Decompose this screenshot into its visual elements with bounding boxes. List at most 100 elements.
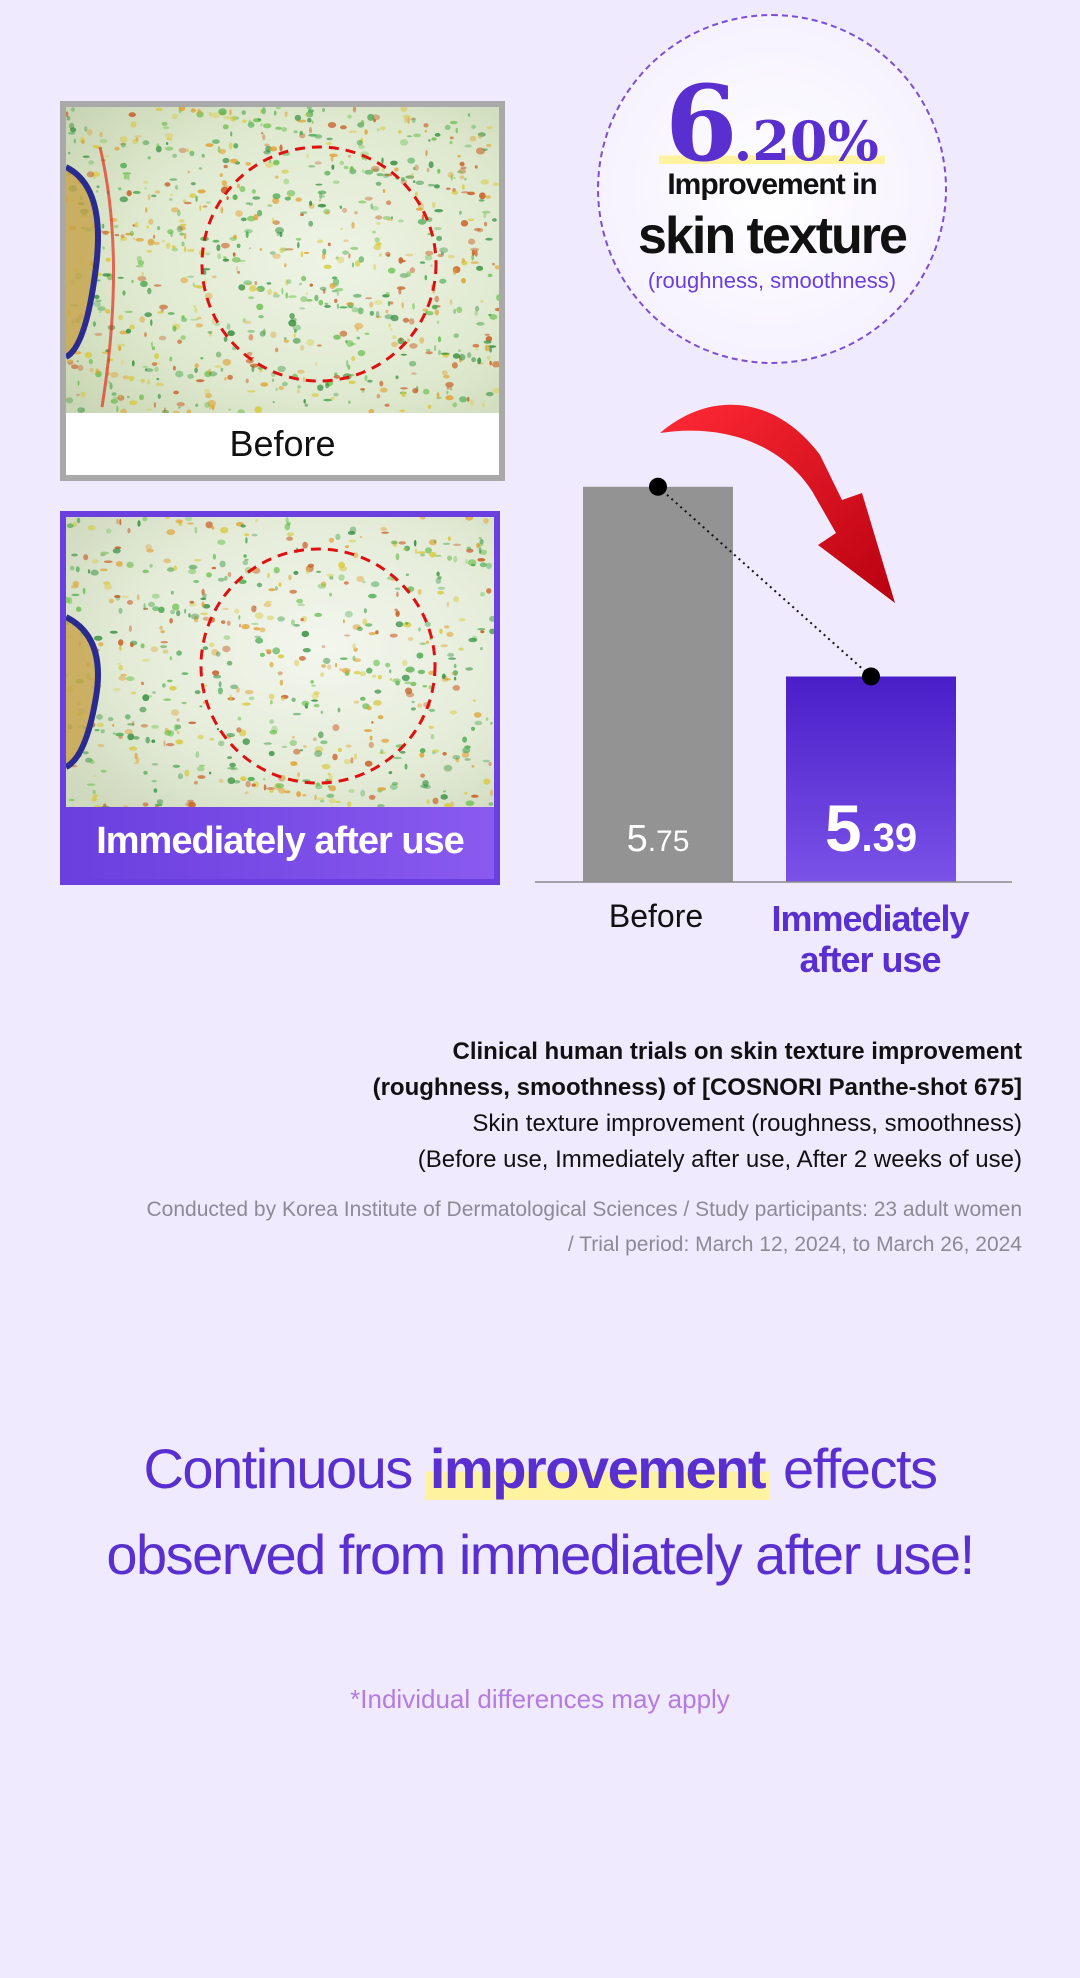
skin-speckle: [159, 304, 168, 310]
skin-speckle: [352, 107, 357, 113]
skin-speckle: [376, 173, 384, 177]
skin-speckle: [205, 393, 213, 399]
skin-speckle: [69, 565, 75, 571]
skin-speckle: [92, 789, 96, 795]
skin-speckle: [214, 322, 220, 326]
skin-speckle: [444, 802, 452, 807]
skin-speckle: [294, 114, 302, 122]
skin-speckle: [218, 740, 225, 747]
skin-speckle: [105, 257, 111, 262]
skin-speckle: [331, 276, 338, 280]
skin-speckle: [401, 259, 406, 263]
skin-speckle: [426, 167, 430, 173]
skin-speckle: [253, 214, 259, 221]
skin-speckle: [189, 193, 197, 199]
skin-speckle: [440, 794, 448, 800]
skin-speckle: [188, 568, 197, 575]
skin-speckle: [255, 519, 258, 523]
skin-speckle: [77, 364, 84, 371]
skin-speckle: [284, 111, 288, 117]
skin-speckle: [299, 749, 304, 752]
skin-speckle: [281, 169, 289, 174]
skin-speckle: [167, 312, 175, 315]
skin-speckle: [390, 216, 393, 220]
skin-speckle: [151, 724, 159, 729]
skin-speckle: [414, 548, 418, 555]
skin-speckle: [218, 108, 227, 116]
skin-speckle: [163, 740, 166, 747]
skin-speckle: [200, 597, 207, 601]
skin-speckle: [384, 314, 394, 320]
skin-speckle: [480, 179, 490, 185]
skin-speckle: [272, 647, 281, 655]
skin-speckle: [227, 756, 233, 759]
skin-speckle: [368, 593, 377, 599]
skin-speckle: [353, 671, 361, 675]
skin-speckle: [99, 131, 103, 138]
skin-speckle: [327, 785, 331, 788]
skin-speckle: [164, 727, 169, 733]
skin-speckle: [335, 533, 341, 540]
skin-speckle: [378, 751, 387, 755]
skin-speckle: [461, 184, 465, 190]
skin-speckle: [437, 168, 441, 174]
skin-speckle: [465, 558, 468, 564]
skin-speckle: [404, 763, 408, 770]
skin-speckle: [148, 601, 155, 608]
skin-speckle: [140, 378, 145, 383]
skin-speckle: [320, 672, 324, 678]
skin-speckle: [137, 276, 147, 282]
skin-speckle: [419, 748, 426, 754]
skin-speckle: [87, 569, 91, 574]
skin-speckle: [104, 309, 111, 314]
skin-speckle: [308, 220, 314, 227]
skin-speckle: [193, 559, 202, 562]
skin-speckle: [252, 196, 261, 200]
headline-line-2: observed from immediately after use!: [106, 1523, 975, 1586]
skin-speckle: [157, 311, 164, 314]
skin-speckle: [263, 123, 272, 129]
skin-speckle: [427, 183, 435, 187]
skin-speckle: [103, 581, 111, 585]
skin-speckle: [492, 387, 499, 394]
skin-speckle: [214, 365, 222, 368]
skin-speckle: [284, 790, 291, 794]
skin-speckle: [205, 201, 212, 204]
badge-line-3: (roughness, smoothness): [647, 268, 897, 293]
skin-speckle: [433, 184, 440, 189]
skin-speckle: [471, 357, 476, 363]
skin-speckle: [232, 252, 236, 257]
skin-speckle: [207, 331, 213, 334]
skin-speckle: [327, 664, 332, 670]
skin-speckle: [401, 674, 410, 681]
skin-speckle: [96, 714, 103, 720]
skin-speckle: [192, 282, 195, 287]
skin-speckle: [163, 698, 172, 701]
skin-speckle: [242, 119, 247, 123]
skin-speckle: [387, 267, 396, 274]
skin-speckle: [347, 114, 352, 119]
skin-speckle: [175, 519, 184, 524]
skin-speckle: [160, 309, 164, 312]
skin-speckle: [380, 749, 384, 754]
skin-speckle: [274, 586, 278, 591]
skin-speckle: [402, 547, 407, 551]
skin-speckle: [140, 724, 149, 728]
skin-speckle: [248, 202, 253, 206]
skin-speckle: [450, 174, 453, 181]
skin-speckle: [272, 253, 281, 259]
skin-speckle: [135, 238, 144, 242]
skin-speckle: [354, 260, 361, 267]
skin-speckle: [277, 616, 285, 622]
skin-speckle: [411, 700, 415, 704]
skin-speckle: [338, 574, 345, 581]
skin-speckle: [320, 710, 324, 714]
skin-speckle: [97, 306, 106, 311]
skin-speckle: [235, 210, 243, 217]
before-caption: Before: [66, 413, 499, 475]
skin-speckle: [482, 759, 490, 763]
skin-speckle: [372, 168, 380, 172]
skin-speckle: [339, 160, 345, 166]
skin-speckle: [366, 705, 372, 711]
skin-speckle: [133, 761, 139, 765]
